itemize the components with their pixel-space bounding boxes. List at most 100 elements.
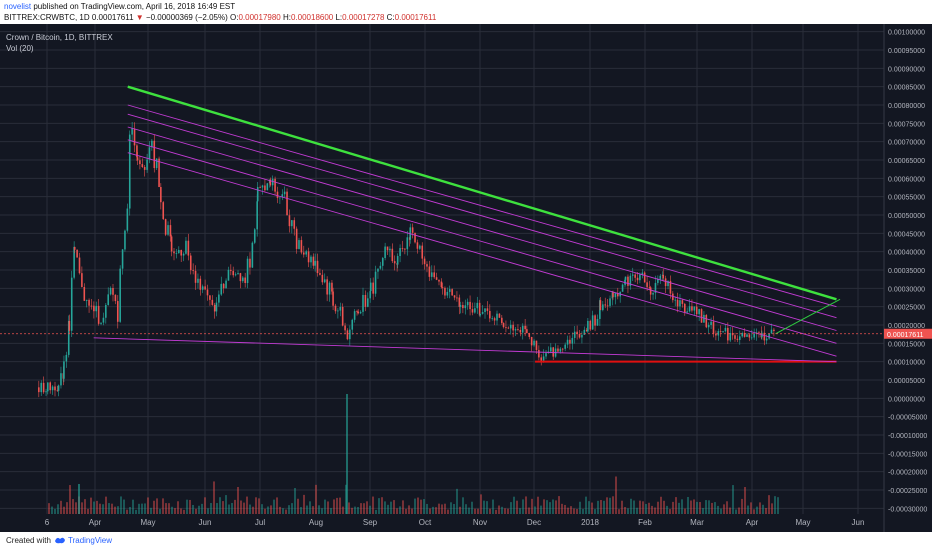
volume-bar (183, 509, 185, 514)
volume-bar (303, 494, 305, 514)
y-tick-label: 0.00035000 (888, 268, 925, 275)
volume-bar (507, 508, 509, 514)
volume-bar (414, 498, 416, 514)
candle-body (136, 157, 139, 161)
volume-bar (147, 497, 149, 514)
candle-body (283, 191, 286, 195)
volume-bar (267, 506, 269, 514)
candle-body (456, 297, 458, 299)
volume-bar (342, 506, 344, 514)
candle-body (291, 220, 293, 227)
candle-body (85, 299, 88, 301)
volume-bar (696, 501, 698, 514)
candle-body (381, 258, 384, 266)
volume-bar (153, 500, 155, 514)
volume-bar (228, 504, 230, 514)
candle-body (521, 325, 524, 333)
candle-body (519, 329, 522, 333)
candle-body (76, 249, 78, 258)
candle-body (314, 260, 316, 266)
volume-bar (615, 476, 617, 514)
legend-title: Crown / Bitcoin, 1D, BITTREX (6, 33, 113, 42)
candle-body (95, 305, 98, 312)
volume-bar (396, 508, 398, 514)
volume-bar (297, 498, 299, 514)
x-tick-label: Aug (309, 518, 323, 527)
candle-body (399, 248, 401, 257)
candle-body (121, 249, 124, 269)
volume-bar (735, 509, 737, 514)
candle-body (703, 314, 705, 323)
candle-body (700, 309, 703, 323)
candle-body (312, 256, 315, 266)
candle-body (114, 294, 117, 302)
volume-bar (456, 488, 458, 514)
legend-volume: Vol (20) (6, 44, 34, 53)
candle-body (146, 159, 148, 170)
y-tick-label: 0.00090000 (888, 66, 925, 73)
candle-body (237, 273, 239, 275)
candle-body (337, 310, 339, 312)
tradingview-brand[interactable]: TradingView (68, 536, 113, 545)
candle-body (143, 167, 146, 170)
down-arrow-icon: ▼ (135, 13, 144, 22)
volume-bar (756, 506, 758, 514)
volume-bar (522, 499, 524, 514)
volume-bar (261, 504, 263, 514)
candle-body (423, 258, 426, 265)
volume-bar (672, 501, 674, 514)
candle-body (430, 272, 433, 277)
candle-body (683, 303, 686, 313)
volume-bar (540, 505, 542, 514)
y-tick-label: -0.00005000 (888, 415, 927, 422)
volume-bar (48, 503, 50, 514)
y-tick-label: 0.00020000 (888, 323, 925, 330)
candle-body (227, 269, 230, 281)
candle-body (264, 185, 266, 191)
candle-body (242, 277, 244, 282)
candle-body (204, 286, 206, 290)
volume-bar (114, 506, 116, 514)
volume-bar (708, 500, 710, 514)
volume-bar (771, 503, 773, 514)
candle-body (386, 246, 389, 251)
candle-body (307, 251, 310, 263)
candle-body (54, 386, 56, 391)
trendline-channel-top (127, 104, 837, 308)
candle-body (550, 347, 552, 352)
volume-bar (504, 508, 506, 514)
volume-bar (69, 485, 71, 514)
tradingview-logo-icon (55, 537, 65, 544)
candle-body (377, 268, 379, 272)
candle-body (484, 308, 486, 313)
candle-body (364, 294, 367, 307)
close-value: 0.00017611 (394, 13, 437, 22)
candle-body (428, 266, 431, 277)
volume-bar (600, 500, 602, 514)
candle-body (712, 321, 715, 334)
x-tick-label: Jun (852, 518, 865, 527)
volume-bar (690, 500, 692, 514)
volume-bar (627, 508, 629, 514)
chart-area[interactable]: 6 Apr May Jun Jul Aug Sep Oct Nov Dec 2018 Feb Mar Ap… (0, 24, 932, 532)
volume-bar (654, 507, 656, 514)
x-tick-label: 2018 (581, 518, 599, 527)
candle-body (502, 323, 505, 328)
volume-bar (510, 502, 512, 514)
volume-bar (558, 496, 560, 514)
candle-body (206, 289, 209, 296)
candle-body (659, 275, 662, 280)
volume-bar (660, 496, 662, 514)
price-chart[interactable]: 6 Apr May Jun Jul Aug Sep Oct Nov Dec 2018 Feb Mar Ap… (0, 24, 932, 532)
candle-body (433, 272, 435, 278)
author-link[interactable]: novelist (4, 2, 32, 11)
volume-bar (219, 497, 221, 514)
candle-body (199, 278, 202, 290)
candle-body (164, 219, 167, 235)
volume-bar (276, 497, 278, 514)
volume-bar (387, 504, 389, 514)
volume-bar (321, 508, 323, 514)
volume-bar (720, 508, 722, 514)
volume-bar (330, 508, 332, 514)
candle-body (438, 279, 440, 282)
